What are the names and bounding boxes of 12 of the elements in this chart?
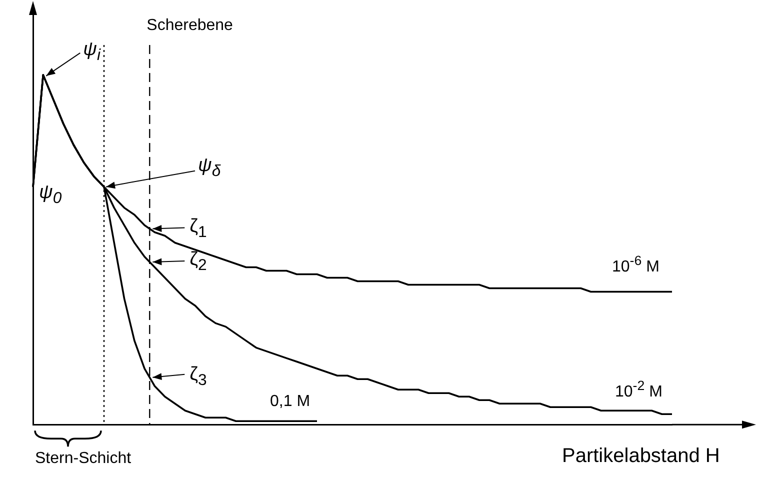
annotation: ζ$_{1}$ (190, 216, 207, 241)
annotation: ζ$_{2}$ (190, 249, 207, 274)
text: Scherebene (146, 17, 233, 35)
annotation: ψ$_{δ}$ (198, 154, 221, 180)
series-label: 10$^{-2}$ M (615, 378, 662, 402)
annotation: ζ$_{3}$ (190, 364, 207, 390)
text: Stern-Schicht (35, 450, 132, 468)
annotation: ψ$_{0}$ (39, 182, 62, 208)
x-axis-title: Partikelabstand H (562, 444, 720, 467)
text: ψ$_{i}$ (83, 38, 100, 64)
series-label: 10$^{-6}$ M (612, 252, 660, 276)
series-label: 0,1 M (270, 393, 310, 411)
